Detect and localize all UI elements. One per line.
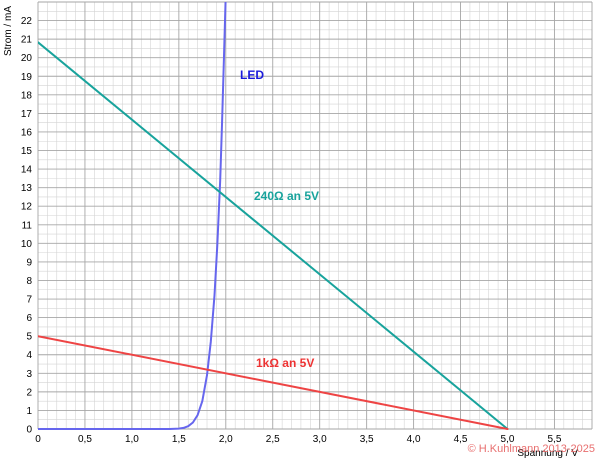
x-tick-label: 4,0 (407, 434, 421, 445)
x-tick-label: 2,0 (219, 434, 233, 445)
x-tick-label: 3,0 (313, 434, 327, 445)
y-tick-label: 4 (26, 350, 32, 361)
series-line-1kohm-an-5v (38, 335, 509, 430)
series-label-240ohm-an-5v: 240Ω an 5V (254, 189, 319, 203)
y-tick-label: 7 (26, 295, 32, 306)
series-line-led (38, 2, 227, 430)
x-tick-label: 2,5 (266, 434, 280, 445)
y-tick-label: 17 (21, 109, 33, 120)
y-tick-label: 20 (21, 53, 33, 64)
x-tick-label: 3,5 (360, 434, 374, 445)
x-axis-title: Spannung / V (517, 448, 578, 459)
y-tick-label: 12 (21, 202, 33, 213)
y-tick-label: 10 (21, 239, 33, 250)
x-tick-label: 0,5 (78, 434, 92, 445)
y-tick-label: 0 (26, 425, 32, 436)
series-label-1kohm-an-5v: 1kΩ an 5V (256, 356, 314, 370)
y-tick-label: 3 (26, 369, 32, 380)
y-axis-title: Strom / mA (3, 6, 14, 56)
y-tick-label: 13 (21, 183, 33, 194)
y-tick-label: 18 (21, 90, 33, 101)
series-lines (38, 2, 509, 430)
series-annotations: LED 240Ω an 5V 1kΩ an 5V (240, 68, 319, 370)
x-tick-label: 1,5 (172, 434, 186, 445)
x-tick-label: 1,0 (125, 434, 139, 445)
minor-gridlines (38, 1, 593, 429)
y-tick-label: 9 (26, 257, 32, 268)
y-tick-label: 11 (22, 220, 33, 231)
x-tick-label: 5,0 (501, 434, 515, 445)
y-tick-label: 22 (21, 16, 33, 27)
x-tick-label: 0 (35, 434, 41, 445)
y-tick-label: 5 (26, 332, 32, 343)
series-line-240ohm-an-5v (38, 41, 509, 430)
x-tick-label: 4,5 (454, 434, 468, 445)
y-tick-label: 1 (26, 406, 32, 417)
series-label-led: LED (240, 68, 264, 82)
copyright-notice: © H.Kuhlmann 2013-2025 (468, 443, 595, 455)
x-tick-label: 5,5 (547, 434, 561, 445)
y-tick-label: 8 (26, 276, 32, 287)
y-tick-label: 15 (21, 146, 33, 157)
y-tick-label: 16 (21, 127, 33, 138)
y-tick-label: 14 (21, 165, 33, 176)
y-tick-label: 21 (21, 35, 33, 46)
y-tick-label: 19 (21, 72, 33, 83)
x-axis-ticks: 0 0,5 1,0 1,5 2,0 2,5 3,0 3,5 4,0 4,5 5,0 5,5 (35, 434, 562, 445)
y-tick-label: 2 (26, 387, 32, 398)
y-tick-label: 6 (26, 313, 32, 324)
